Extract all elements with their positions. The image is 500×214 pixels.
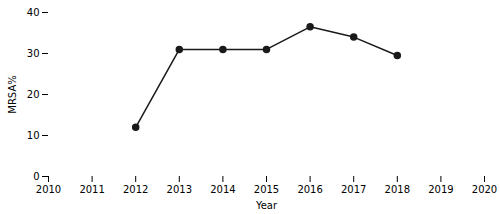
svg-text:Year: Year (255, 200, 278, 211)
svg-text:30: 30 (27, 48, 40, 59)
svg-text:2011: 2011 (79, 184, 104, 195)
svg-text:2010: 2010 (36, 184, 61, 195)
svg-text:40: 40 (27, 7, 40, 18)
svg-text:2017: 2017 (341, 184, 366, 195)
svg-text:2020: 2020 (472, 184, 497, 195)
svg-text:2015: 2015 (254, 184, 279, 195)
svg-text:20: 20 (27, 89, 40, 100)
svg-text:MRSA%: MRSA% (7, 75, 18, 113)
svg-text:2012: 2012 (123, 184, 148, 195)
svg-text:2018: 2018 (385, 184, 410, 195)
svg-text:2016: 2016 (297, 184, 322, 195)
svg-text:2014: 2014 (210, 184, 235, 195)
svg-text:0: 0 (33, 171, 39, 182)
svg-text:2019: 2019 (428, 184, 453, 195)
svg-text:10: 10 (27, 130, 40, 141)
svg-text:2013: 2013 (167, 184, 192, 195)
